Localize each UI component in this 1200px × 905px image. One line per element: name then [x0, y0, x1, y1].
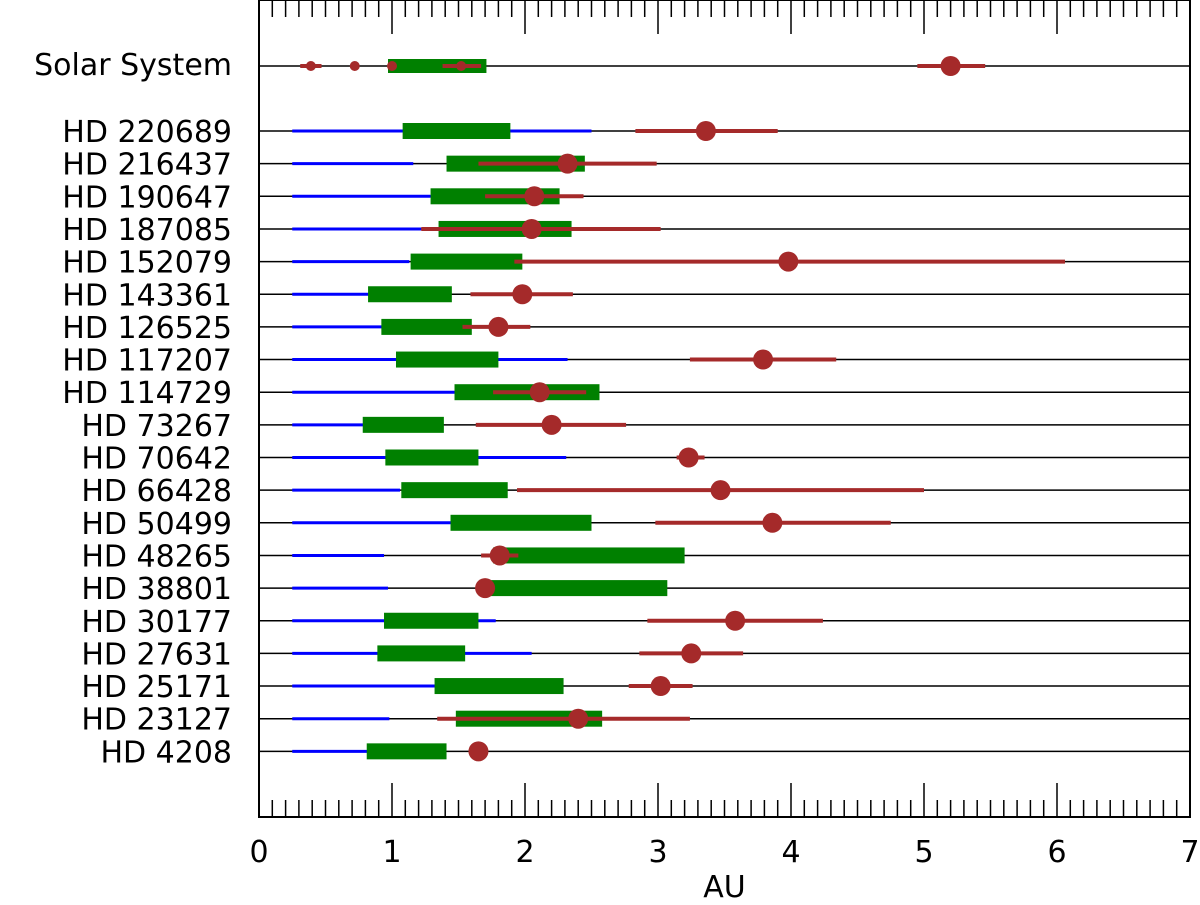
row-label: HD 114729: [62, 376, 232, 411]
plot-frame: [258, 0, 1191, 818]
row-label: HD 220689: [62, 115, 232, 150]
row-label: HD 126525: [62, 311, 232, 346]
x-tick-label: 7: [1180, 835, 1199, 870]
row-label: HD 38801: [81, 572, 232, 607]
x-tick-label: 1: [382, 835, 401, 870]
habitable-zone-bar: [402, 123, 511, 139]
x-tick-label: 5: [914, 835, 933, 870]
planet-marker: [488, 316, 509, 337]
planet-marker: [778, 251, 799, 272]
planet-marker: [695, 121, 716, 141]
planet-marker: [529, 382, 550, 403]
row-label: HD 216437: [62, 148, 232, 183]
row-label: HD 117207: [62, 344, 232, 379]
x-axis-label: AU: [703, 870, 745, 901]
planet-marker: [940, 56, 961, 76]
planet-marker: [524, 186, 545, 207]
habitable-zone-bar: [368, 286, 452, 303]
habitable-zone-bar: [395, 351, 499, 368]
x-tick-label: 3: [648, 835, 667, 870]
row-label: HD 70642: [81, 442, 232, 477]
planet-marker: [541, 414, 562, 435]
habitable-zone-bar: [377, 645, 466, 662]
row-label: HD 27631: [81, 637, 232, 672]
planet-marker: [568, 708, 589, 729]
habitable-zone-bar: [410, 253, 523, 270]
row-label: HD 152079: [62, 246, 232, 281]
planet-marker: [475, 578, 496, 599]
planet-marker: [512, 284, 533, 305]
planet-marker: [681, 643, 702, 664]
planet-marker: [349, 61, 360, 71]
row-label: Solar System: [34, 48, 232, 83]
row-label: HD 48265: [81, 539, 232, 574]
planet-marker: [489, 545, 510, 566]
row-label: HD 187085: [62, 213, 232, 248]
x-tick-label: 2: [515, 835, 534, 870]
planet-marker: [678, 447, 699, 468]
planet-marker: [725, 610, 746, 631]
x-tick-label: 4: [781, 835, 800, 870]
x-tick-label: 6: [1047, 835, 1066, 870]
planet-marker: [650, 676, 671, 697]
row-label: HD 4208: [100, 735, 232, 770]
habitable-zone-bar: [362, 416, 444, 433]
x-tick-label: 0: [249, 835, 268, 870]
planet-marker: [468, 741, 489, 762]
habitable-zone-bar: [385, 449, 479, 466]
habitable-zone-bar: [485, 580, 668, 597]
habitable-zone-bar: [434, 678, 564, 695]
planet-marker: [387, 61, 397, 71]
row-label: HD 25171: [81, 670, 232, 705]
row-label: HD 73267: [81, 409, 232, 444]
habitable-zone-bar: [384, 612, 479, 629]
row-label: HD 30177: [81, 605, 232, 640]
planet-marker: [305, 61, 316, 71]
planet-marker: [710, 480, 731, 501]
habitable-zone-bar: [493, 547, 685, 564]
habitable-zone-bar: [450, 514, 592, 531]
row-label: HD 66428: [81, 474, 232, 509]
planet-marker: [762, 512, 783, 533]
habitable-zone-bar: [381, 318, 472, 335]
planet-marker: [456, 61, 467, 71]
row-label: HD 23127: [81, 703, 232, 738]
planet-marker: [521, 218, 542, 239]
planet-marker: [753, 349, 774, 370]
habitable-zone-bar: [401, 482, 508, 499]
planet-marker: [557, 153, 578, 174]
row-label: HD 50499: [81, 507, 232, 542]
row-label: HD 143361: [62, 278, 232, 313]
row-label: HD 190647: [62, 180, 232, 215]
habitable-zone-bar: [366, 743, 447, 760]
